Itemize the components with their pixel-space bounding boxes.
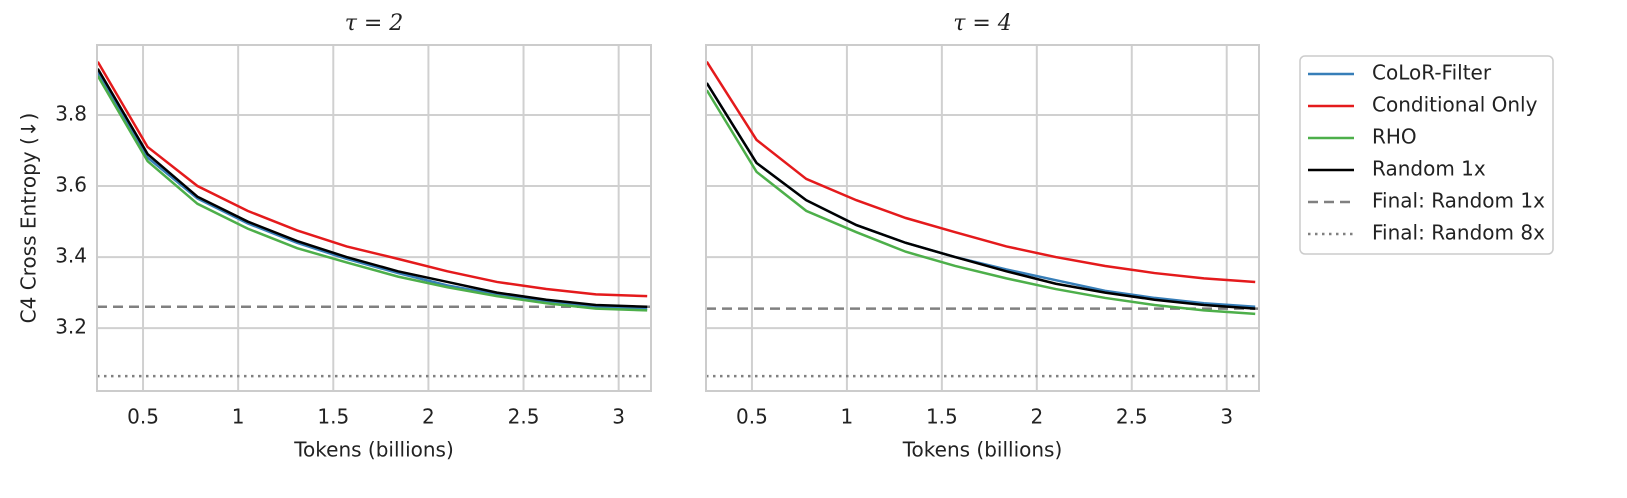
legend-label: Final: Random 8x [1372, 221, 1545, 245]
legend-label: Random 1x [1372, 157, 1486, 181]
x-tick-label: 0.5 [127, 405, 159, 429]
y-axis-label: C4 Cross Entropy (↓) [17, 113, 41, 324]
x-tick-label: 3 [612, 405, 625, 429]
x-tick-label: 1 [841, 405, 854, 429]
legend-label: Final: Random 1x [1372, 189, 1545, 213]
panel-title: τ = 4 [953, 11, 1012, 36]
legend-label: CoLoR-Filter [1372, 61, 1492, 85]
series-line [96, 71, 648, 310]
legend-box [1299, 55, 1554, 255]
panel-title: τ = 2 [345, 11, 404, 36]
legend-label: Conditional Only [1372, 93, 1538, 117]
x-tick-label: 3 [1220, 405, 1233, 429]
x-tick-label: 2.5 [1116, 405, 1148, 429]
x-tick-label: 2 [1030, 405, 1043, 429]
x-axis-label: Tokens (billions) [902, 438, 1063, 462]
plot-frame [705, 44, 1260, 392]
x-tick-label: 2 [422, 405, 435, 429]
x-tick-label: 2.5 [508, 405, 540, 429]
series-line [96, 68, 648, 309]
y-tick-label: 3.4 [55, 244, 87, 268]
y-tick-label: 3.8 [55, 101, 87, 125]
x-axis-label: Tokens (billions) [293, 438, 454, 462]
x-tick-label: 0.5 [736, 405, 768, 429]
series-line [705, 61, 1256, 284]
x-tick-label: 1.5 [926, 405, 958, 429]
y-tick-label: 3.2 [55, 315, 87, 339]
series-line [705, 89, 1256, 316]
series-line [96, 61, 648, 298]
x-tick-label: 1 [232, 405, 245, 429]
series-line [96, 75, 648, 312]
x-tick-label: 1.5 [317, 405, 349, 429]
y-tick-label: 3.6 [55, 173, 87, 197]
legend-label: RHO [1372, 125, 1417, 149]
plot-frame [96, 44, 652, 392]
series-line [705, 82, 1256, 310]
